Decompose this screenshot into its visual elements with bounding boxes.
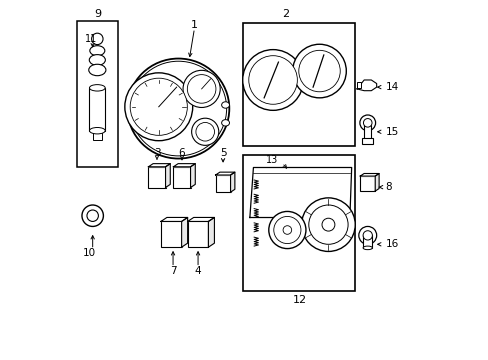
Circle shape	[322, 218, 334, 231]
Text: 16: 16	[385, 239, 398, 249]
Circle shape	[363, 118, 371, 127]
Circle shape	[298, 50, 340, 92]
Text: 3: 3	[153, 148, 160, 158]
Ellipse shape	[130, 61, 226, 156]
Circle shape	[248, 56, 297, 104]
Circle shape	[82, 205, 103, 226]
Bar	[148, 167, 165, 188]
Polygon shape	[148, 164, 170, 167]
Text: 4: 4	[194, 266, 201, 276]
Circle shape	[196, 122, 214, 141]
Polygon shape	[360, 174, 378, 176]
Ellipse shape	[89, 127, 105, 134]
Bar	[215, 175, 230, 192]
Text: 12: 12	[292, 295, 306, 305]
Bar	[242, 23, 354, 146]
Ellipse shape	[221, 120, 229, 126]
Bar	[187, 221, 208, 247]
Bar	[360, 176, 374, 191]
Circle shape	[301, 198, 354, 251]
Circle shape	[359, 115, 375, 131]
Circle shape	[191, 118, 218, 145]
Circle shape	[183, 70, 220, 108]
Ellipse shape	[88, 64, 106, 76]
Circle shape	[187, 75, 216, 103]
Circle shape	[91, 33, 103, 45]
Bar	[242, 155, 354, 291]
Polygon shape	[249, 167, 351, 217]
Circle shape	[363, 231, 372, 240]
Circle shape	[124, 73, 192, 141]
Bar	[89, 88, 105, 131]
Ellipse shape	[90, 46, 104, 56]
Ellipse shape	[89, 85, 105, 91]
Bar	[364, 125, 370, 139]
Polygon shape	[173, 164, 195, 167]
Ellipse shape	[89, 55, 105, 65]
Ellipse shape	[221, 102, 229, 108]
Polygon shape	[230, 172, 234, 192]
Text: 15: 15	[385, 127, 398, 137]
Bar	[356, 82, 361, 88]
Polygon shape	[374, 174, 378, 191]
Text: 10: 10	[82, 248, 96, 258]
Circle shape	[242, 50, 303, 111]
Circle shape	[87, 210, 98, 221]
Text: 11: 11	[84, 34, 97, 44]
Text: 6: 6	[178, 148, 185, 158]
Circle shape	[130, 78, 187, 135]
Polygon shape	[356, 80, 376, 91]
Polygon shape	[187, 217, 214, 221]
Text: 7: 7	[169, 266, 176, 276]
Polygon shape	[208, 217, 214, 247]
Circle shape	[268, 211, 305, 249]
Ellipse shape	[127, 59, 229, 158]
Text: 14: 14	[385, 82, 398, 92]
Bar	[363, 235, 372, 248]
Circle shape	[273, 216, 300, 244]
Polygon shape	[181, 217, 187, 247]
Text: 13: 13	[265, 156, 278, 165]
Circle shape	[283, 226, 291, 234]
Ellipse shape	[363, 246, 372, 249]
Circle shape	[292, 44, 346, 98]
Bar	[362, 138, 372, 144]
Bar	[161, 221, 181, 247]
Text: 5: 5	[219, 148, 226, 158]
Text: 1: 1	[191, 19, 198, 30]
Circle shape	[308, 205, 347, 244]
Text: 8: 8	[385, 182, 391, 192]
Polygon shape	[215, 172, 234, 175]
Text: 9: 9	[94, 9, 101, 19]
Text: 2: 2	[282, 9, 288, 19]
Bar	[77, 21, 118, 167]
Bar	[93, 131, 102, 140]
Polygon shape	[190, 164, 195, 188]
Circle shape	[358, 226, 376, 244]
Bar	[173, 167, 190, 188]
Polygon shape	[161, 217, 187, 221]
Polygon shape	[165, 164, 170, 188]
